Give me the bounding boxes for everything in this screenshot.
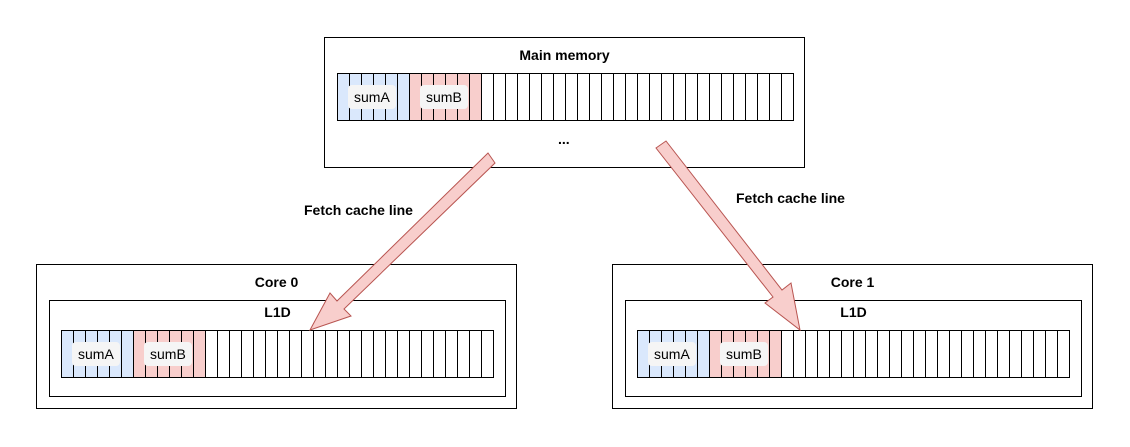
cache-line-cell (902, 331, 914, 377)
sumA-cell (122, 331, 134, 377)
sumB-cell (770, 331, 782, 377)
cache-line-cell (530, 74, 542, 120)
cache-line-cell (302, 331, 314, 377)
right-fetch-label: Fetch cache line (736, 190, 845, 206)
cache-line-cell (458, 331, 470, 377)
cache-line-cell (674, 74, 686, 120)
core-0-l1d-box: L1D sumA sumB (49, 300, 506, 397)
cache-line-cell (758, 74, 770, 120)
cache-line-cell (350, 331, 362, 377)
cache-line-cell (770, 74, 782, 120)
core-1-box: Core 1 L1D sumA sumB (612, 264, 1093, 409)
core-1-sumB-label: sumB (720, 342, 768, 366)
core-0-l1d-title: L1D (264, 304, 291, 320)
cache-line-cell (398, 331, 410, 377)
cache-line-cell (878, 331, 890, 377)
cache-line-cell (782, 331, 794, 377)
cache-line-cell (890, 331, 902, 377)
cache-line-cell (482, 74, 494, 120)
sumA-cell (398, 74, 410, 120)
cache-line-cell (842, 331, 854, 377)
main-memory-box: Main memory sumA sumB ... (324, 37, 805, 168)
cache-line-cell (590, 74, 602, 120)
sumB-cell (470, 74, 482, 120)
cache-line-cell (602, 74, 614, 120)
cache-line-cell (1034, 331, 1046, 377)
cache-line-cell (734, 74, 746, 120)
cache-line-cell (818, 331, 830, 377)
core-0-box: Core 0 L1D sumA sumB (36, 264, 517, 409)
cache-line-cell (950, 331, 962, 377)
cache-line-cell (1046, 331, 1058, 377)
cache-line-cell (998, 331, 1010, 377)
cache-line-cell (854, 331, 866, 377)
main-memory-ellipsis: ... (558, 131, 570, 147)
cache-line-cell (662, 74, 674, 120)
sumA-cell (698, 331, 710, 377)
cache-line-cell (1022, 331, 1034, 377)
right-fetch-arrow (655, 140, 801, 332)
cache-line-cell (806, 331, 818, 377)
cache-line-cell (566, 74, 578, 120)
cache-line-cell (914, 331, 926, 377)
main-memory-sumA-label: sumA (348, 85, 396, 109)
main-memory-sumB-label: sumB (420, 85, 468, 109)
cache-line-cell (338, 331, 350, 377)
core-1-sumA-label: sumA (648, 342, 696, 366)
cache-line-cell (278, 331, 290, 377)
cache-line-cell (494, 74, 506, 120)
cache-line-cell (698, 74, 710, 120)
cache-line-cell (746, 74, 758, 120)
cache-line-cell (614, 74, 626, 120)
cache-line-cell (986, 331, 998, 377)
cache-line-cell (434, 331, 446, 377)
cache-line-cell (254, 331, 266, 377)
left-fetch-arrow (308, 152, 496, 331)
cache-line-cell (362, 331, 374, 377)
cache-line-cell (374, 331, 386, 377)
cache-line-cell (470, 331, 482, 377)
cache-line-cell (518, 74, 530, 120)
cache-line-cell (710, 74, 722, 120)
cache-line-cell (506, 74, 518, 120)
main-memory-title: Main memory (519, 47, 610, 63)
cache-line-cell (422, 331, 434, 377)
cache-line-cell (230, 331, 242, 377)
cache-line-cell (578, 74, 590, 120)
cache-line-cell (386, 331, 398, 377)
cache-line-cell (830, 331, 842, 377)
sumB-cell (194, 331, 206, 377)
core-0-sumA-label: sumA (72, 342, 120, 366)
cache-line-cell (206, 331, 218, 377)
cache-line-cell (290, 331, 302, 377)
cache-line-cell (242, 331, 254, 377)
cache-line-cell (314, 331, 326, 377)
cache-line-cell (554, 74, 566, 120)
cache-line-cell (866, 331, 878, 377)
left-fetch-label: Fetch cache line (304, 202, 413, 218)
cache-line-cell (638, 74, 650, 120)
cache-line-cell (926, 331, 938, 377)
core-0-title: Core 0 (254, 274, 299, 290)
core-1-title: Core 1 (830, 274, 875, 290)
cache-line-cell (794, 331, 806, 377)
cache-line-cell (266, 331, 278, 377)
core-1-l1d-box: L1D sumA sumB (625, 300, 1082, 397)
cache-line-cell (326, 331, 338, 377)
cache-line-cell (974, 331, 986, 377)
cache-line-cell (410, 331, 422, 377)
cache-line-cell (542, 74, 554, 120)
core-0-sumB-label: sumB (144, 342, 192, 366)
cache-line-cell (650, 74, 662, 120)
cache-line-cell (686, 74, 698, 120)
cache-line-cell (962, 331, 974, 377)
cache-line-cell (218, 331, 230, 377)
cache-line-cell (1010, 331, 1022, 377)
core-1-l1d-title: L1D (840, 304, 867, 320)
cache-line-cell (446, 331, 458, 377)
cache-line-cell (722, 74, 734, 120)
cache-line-cell (626, 74, 638, 120)
cache-line-cell (938, 331, 950, 377)
